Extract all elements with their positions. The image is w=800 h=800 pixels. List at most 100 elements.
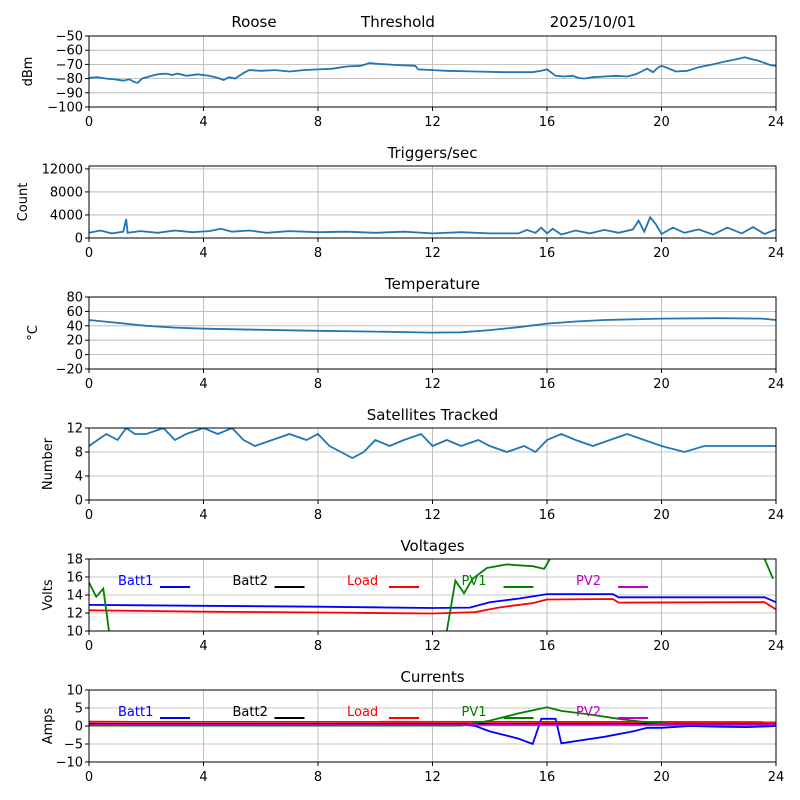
x-tick-label: 24 [768, 377, 785, 392]
panel-3: 0 4 8 12 16 20 24 0 4 8 12 Satellites Tracked Number [41, 406, 784, 523]
panel-1: 0 4 8 12 16 20 24 0 4000 8000 12000 Triggers/sec Cou… [16, 144, 784, 261]
legend-label: PV1 [462, 705, 487, 720]
y-tick-label: −70 [56, 58, 83, 73]
y-tick-label: 0 [75, 720, 83, 735]
header-mode: Threshold [360, 13, 435, 31]
chart-title: Satellites Tracked [367, 406, 498, 424]
series-line-batt1 [89, 593, 776, 609]
y-tick-label: 14 [66, 589, 83, 604]
y-axis-label: Count [16, 183, 31, 222]
y-tick-label: 8 [75, 446, 83, 461]
y-tick-label: 4 [75, 470, 83, 485]
x-tick-label: 8 [314, 115, 322, 130]
series-line-main [89, 428, 776, 460]
y-tick-label: −60 [56, 44, 83, 59]
header-station: Roose [231, 13, 276, 31]
legend-label: Batt2 [233, 705, 268, 720]
x-tick-label: 12 [424, 246, 441, 261]
y-tick-label: 12 [66, 422, 83, 437]
x-tick-label: 0 [85, 115, 93, 130]
legend-label: PV1 [462, 574, 487, 589]
y-axis-label: Volts [41, 579, 56, 611]
y-tick-label: −80 [56, 72, 83, 87]
chart-title: Triggers/sec [387, 144, 478, 162]
x-tick-label: 8 [314, 246, 322, 261]
x-tick-label: 20 [653, 770, 670, 785]
x-tick-label: 20 [653, 377, 670, 392]
y-axis-label: Number [41, 437, 56, 490]
x-tick-label: 12 [424, 377, 441, 392]
legend-label: PV2 [576, 574, 601, 589]
x-tick-label: 20 [653, 115, 670, 130]
y-tick-label: 60 [66, 305, 83, 320]
x-tick-label: 16 [539, 770, 556, 785]
x-tick-label: 12 [424, 639, 441, 654]
x-tick-label: 0 [85, 508, 93, 523]
x-tick-label: 0 [85, 770, 93, 785]
panel-0: 0 4 8 12 16 20 24 −100−90−80−70−60−50 dBm [21, 30, 784, 131]
legend-label: Batt1 [118, 705, 153, 720]
chart-title: Voltages [400, 537, 464, 555]
y-tick-label: 5 [75, 702, 83, 717]
x-tick-label: 16 [539, 246, 556, 261]
legend-label: Load [347, 574, 378, 589]
x-tick-label: 24 [768, 246, 785, 261]
y-tick-label: 10 [66, 625, 83, 640]
y-tick-label: −100 [47, 101, 83, 116]
x-tick-label: 16 [539, 639, 556, 654]
chart-title: Temperature [384, 275, 480, 293]
y-tick-label: −20 [56, 363, 83, 378]
series-line-main [89, 317, 776, 334]
y-axis-label: °C [26, 325, 41, 341]
series-line-pv1 [89, 581, 110, 631]
x-tick-label: 12 [424, 770, 441, 785]
x-tick-label: 0 [85, 377, 93, 392]
y-tick-label: 18 [66, 553, 83, 568]
y-tick-label: 12 [66, 607, 83, 622]
x-tick-label: 24 [768, 770, 785, 785]
panel-4: 0 4 8 12 16 20 24 10 12 14 16 18 Voltages Volts Batt1 B… [41, 537, 784, 654]
x-tick-label: 16 [539, 115, 556, 130]
x-tick-label: 4 [199, 377, 207, 392]
series-line-pv1-afternoon- [445, 559, 551, 631]
y-axis-label: dBm [21, 57, 36, 87]
x-tick-label: 12 [424, 115, 441, 130]
x-tick-label: 0 [85, 246, 93, 261]
series-line-batt1 [89, 717, 776, 746]
series-line-pv1 [89, 706, 776, 727]
chart-title: Currents [400, 668, 464, 686]
legend-label: Batt2 [233, 574, 268, 589]
legend-label: Batt1 [118, 574, 153, 589]
x-tick-label: 8 [314, 377, 322, 392]
y-tick-label: −5 [64, 738, 83, 753]
y-tick-label: 8000 [50, 185, 83, 200]
y-tick-label: 40 [66, 319, 83, 334]
x-tick-label: 4 [199, 508, 207, 523]
y-tick-label: 0 [75, 348, 83, 363]
y-tick-label: 0 [75, 494, 83, 509]
x-tick-label: 4 [199, 770, 207, 785]
y-tick-label: 80 [66, 291, 83, 306]
x-tick-label: 12 [424, 508, 441, 523]
x-tick-label: 20 [653, 639, 670, 654]
x-tick-label: 24 [768, 639, 785, 654]
header-date: 2025/10/01 [550, 13, 636, 31]
x-tick-label: 4 [199, 639, 207, 654]
y-tick-label: 0 [75, 232, 83, 247]
y-tick-label: 10 [66, 684, 83, 699]
series-line-main [89, 215, 776, 236]
series-line-main [89, 56, 776, 84]
x-tick-label: 16 [539, 508, 556, 523]
y-tick-label: −10 [56, 756, 83, 771]
x-tick-label: 0 [85, 639, 93, 654]
legend-label: PV2 [576, 705, 601, 720]
y-tick-label: −90 [56, 86, 83, 101]
x-tick-label: 24 [768, 508, 785, 523]
y-tick-label: 16 [66, 571, 83, 586]
y-tick-label: 4000 [50, 208, 83, 223]
y-tick-label: 12000 [42, 162, 83, 177]
x-tick-label: 8 [314, 770, 322, 785]
legend-label: Load [347, 705, 378, 720]
